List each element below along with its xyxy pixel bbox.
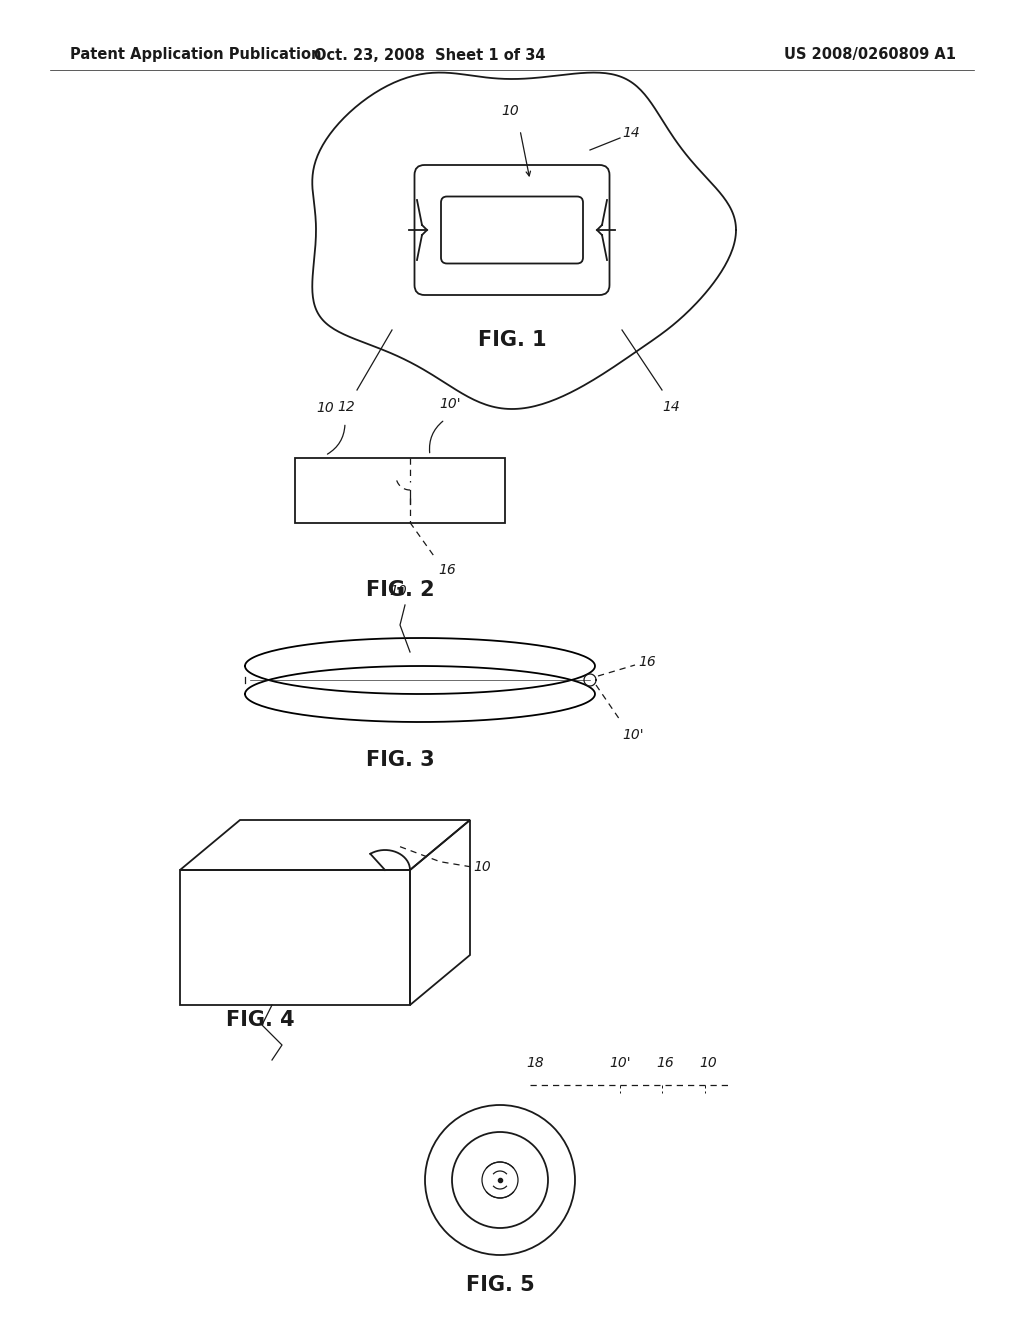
Text: FIG. 5: FIG. 5 [466, 1275, 535, 1295]
Text: Patent Application Publication: Patent Application Publication [70, 48, 322, 62]
Text: 18: 18 [526, 1056, 544, 1071]
Bar [295, 458, 505, 523]
Text: FIG. 3: FIG. 3 [366, 750, 434, 770]
Text: FIG. 2: FIG. 2 [366, 579, 434, 601]
FancyBboxPatch shape [441, 197, 583, 264]
Text: Oct. 23, 2008  Sheet 1 of 34: Oct. 23, 2008 Sheet 1 of 34 [314, 48, 546, 62]
Text: US 2008/0260809 A1: US 2008/0260809 A1 [784, 48, 956, 62]
Text: 10: 10 [473, 859, 490, 874]
Text: 14: 14 [622, 125, 640, 140]
Text: 10: 10 [316, 401, 334, 416]
Text: 16: 16 [438, 562, 456, 577]
Text: 16: 16 [638, 655, 655, 669]
Text: 10: 10 [389, 583, 407, 598]
Text: FIG. 1: FIG. 1 [477, 330, 547, 350]
Text: 14: 14 [662, 400, 680, 414]
Text: 10': 10' [622, 729, 644, 742]
Text: 10: 10 [501, 104, 519, 117]
Bar [180, 870, 410, 1005]
Text: 12: 12 [337, 400, 354, 414]
Text: 10': 10' [439, 397, 461, 412]
Text: 10': 10' [609, 1056, 631, 1071]
Text: FIG. 4: FIG. 4 [225, 1010, 294, 1030]
Text: 16: 16 [656, 1056, 674, 1071]
Text: 10: 10 [699, 1056, 717, 1071]
